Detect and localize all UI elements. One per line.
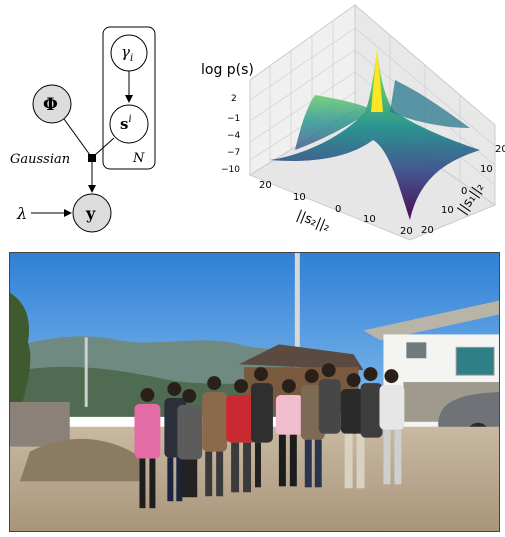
graphical-model: N γi si Φ Gaussian y λ xyxy=(10,26,156,233)
node-y xyxy=(72,193,112,233)
person xyxy=(379,369,405,485)
gamma-symbol: γ xyxy=(121,43,130,61)
window-small xyxy=(406,342,427,359)
x-ticks: 20 10 0 10 20 xyxy=(259,180,413,237)
y-symbol: y xyxy=(85,204,96,223)
people-group xyxy=(134,363,405,509)
utility-pole xyxy=(294,253,300,402)
node-phi xyxy=(32,84,72,124)
person xyxy=(318,363,341,434)
y-tick: 10 xyxy=(441,205,454,216)
factor-square xyxy=(88,154,96,162)
utility-pole-far xyxy=(84,337,88,407)
x-tick: 0 xyxy=(335,204,341,215)
y-tick: 0 xyxy=(461,186,467,197)
x-tick: 10 xyxy=(363,214,376,225)
svg-text:si: si xyxy=(120,114,132,133)
phi-symbol: Φ xyxy=(43,95,58,115)
s-symbol: s xyxy=(120,115,128,133)
person xyxy=(177,389,203,498)
z-tick: −7 xyxy=(227,148,240,158)
surface-mesh xyxy=(270,48,480,220)
wooden-house-roof xyxy=(239,344,364,371)
factor-label: Gaussian xyxy=(10,152,70,167)
plate xyxy=(102,26,156,170)
person xyxy=(275,379,303,487)
svg-text:γi: γi xyxy=(121,43,133,64)
person xyxy=(134,388,161,509)
lambda-symbol: λ xyxy=(16,204,27,223)
x-axis-label: ||s₂||₂ xyxy=(294,208,332,235)
z-tick: 2 xyxy=(231,94,237,104)
node-s xyxy=(109,104,149,144)
group-photo xyxy=(9,252,500,532)
z-tick: −10 xyxy=(221,165,240,175)
s-superscript: i xyxy=(128,114,131,125)
white-building-roof xyxy=(363,300,499,341)
brick-wall xyxy=(10,401,70,447)
surface-plot: log p(s) 2 −1 −4 −7 −10 20 10 0 10 20 ||… xyxy=(201,3,505,241)
z-tick: −4 xyxy=(227,131,241,141)
z-ticks: 2 −1 −4 −7 −10 xyxy=(221,94,241,175)
gamma-subscript: i xyxy=(130,53,133,64)
y-tick: 10 xyxy=(480,164,493,175)
x-tick: 20 xyxy=(400,226,413,237)
plate-label: N xyxy=(132,151,145,166)
x-tick: 10 xyxy=(293,192,306,203)
person xyxy=(202,376,228,497)
person xyxy=(251,367,273,488)
z-axis-label: log p(s) xyxy=(201,62,254,78)
tree xyxy=(10,292,31,412)
z-tick: −1 xyxy=(227,114,240,124)
person xyxy=(360,367,383,438)
x-tick: 20 xyxy=(259,180,272,191)
y-tick: 20 xyxy=(495,144,505,155)
window xyxy=(455,346,495,376)
person xyxy=(226,379,257,493)
y-ticks: 20 10 0 10 20 xyxy=(421,144,505,236)
y-tick: 20 xyxy=(421,225,434,236)
dirt-mound xyxy=(19,438,140,482)
